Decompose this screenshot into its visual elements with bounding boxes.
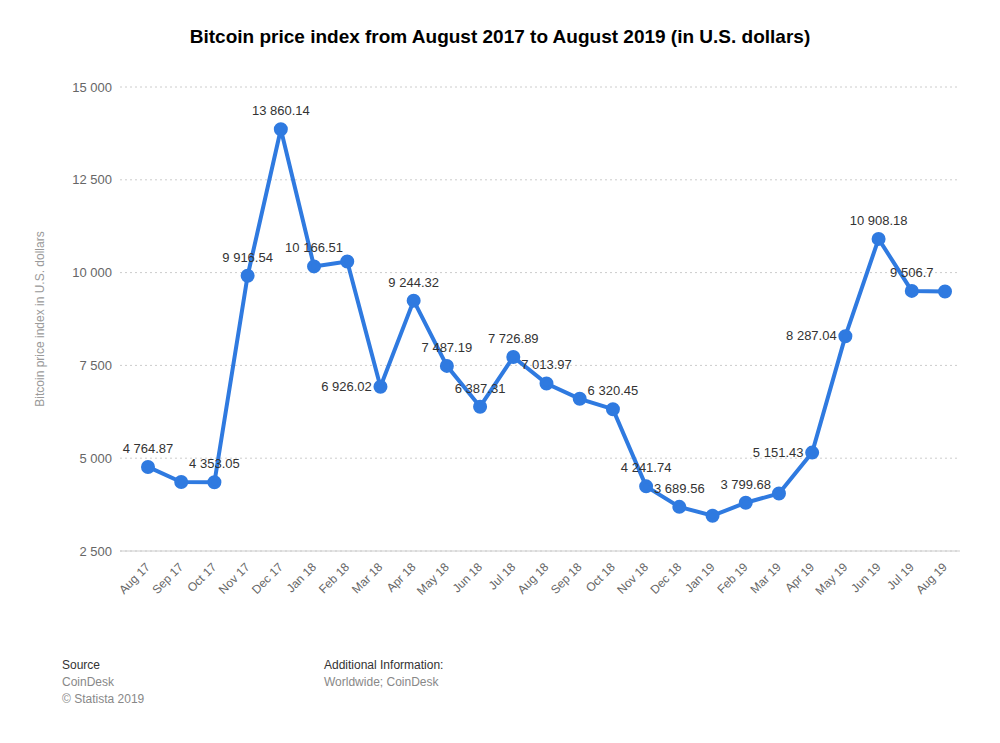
svg-text:Bitcoin price index in U.S. do: Bitcoin price index in U.S. dollars <box>33 231 47 406</box>
svg-text:3 799.68: 3 799.68 <box>720 477 771 492</box>
svg-text:Dec 17: Dec 17 <box>249 560 286 597</box>
svg-text:5 151.43: 5 151.43 <box>753 445 804 460</box>
svg-text:5 000: 5 000 <box>79 451 112 466</box>
svg-text:13 860.14: 13 860.14 <box>252 103 310 118</box>
svg-text:9 916.54: 9 916.54 <box>222 250 273 265</box>
svg-text:Apr 19: Apr 19 <box>782 560 817 595</box>
svg-text:Jan 19: Jan 19 <box>682 560 718 596</box>
html-text:Additional Information:: Additional Information: <box>324 658 444 672</box>
svg-text:4 353.05: 4 353.05 <box>189 456 240 471</box>
svg-text:9 244.32: 9 244.32 <box>388 275 439 290</box>
svg-text:9 506.7: 9 506.7 <box>890 265 933 280</box>
svg-text:6 320.45: 6 320.45 <box>588 383 639 398</box>
svg-text:7 500: 7 500 <box>79 358 112 373</box>
svg-text:Nov 17: Nov 17 <box>216 560 253 597</box>
html-text:CoinDesk: CoinDesk <box>62 675 114 689</box>
svg-text:15 000: 15 000 <box>72 80 112 95</box>
svg-text:Aug 19: Aug 19 <box>913 560 950 597</box>
svg-text:3 689.56: 3 689.56 <box>654 481 705 496</box>
svg-text:10 000: 10 000 <box>72 265 112 280</box>
svg-text:May 18: May 18 <box>414 560 452 598</box>
svg-text:2 500: 2 500 <box>79 544 112 559</box>
svg-text:Dec 18: Dec 18 <box>647 560 684 597</box>
svg-text:Aug 18: Aug 18 <box>515 560 552 597</box>
svg-text:Jul 19: Jul 19 <box>884 560 917 593</box>
svg-text:6 387.31: 6 387.31 <box>455 381 506 396</box>
svg-text:4 241.74: 4 241.74 <box>621 460 672 475</box>
svg-text:Nov 18: Nov 18 <box>614 560 651 597</box>
svg-text:Feb 18: Feb 18 <box>316 560 353 597</box>
svg-text:Mar 18: Mar 18 <box>349 560 386 597</box>
svg-text:Jan 18: Jan 18 <box>284 560 320 596</box>
html-text:© Statista 2019: © Statista 2019 <box>62 692 145 706</box>
svg-text:Sep 18: Sep 18 <box>548 560 585 597</box>
svg-text:Apr 18: Apr 18 <box>384 560 419 595</box>
html-text:Source: Source <box>62 658 100 672</box>
svg-text:6 926.02: 6 926.02 <box>321 379 372 394</box>
svg-text:12 500: 12 500 <box>72 172 112 187</box>
svg-text:8 287.04: 8 287.04 <box>786 328 837 343</box>
svg-text:Jul 18: Jul 18 <box>486 560 519 593</box>
svg-text:4 764.87: 4 764.87 <box>123 441 174 456</box>
svg-text:10 908.18: 10 908.18 <box>850 213 908 228</box>
svg-text:7 013.97: 7 013.97 <box>521 357 572 372</box>
svg-text:Jun 18: Jun 18 <box>450 560 486 596</box>
svg-text:May 19: May 19 <box>813 560 851 598</box>
svg-text:10 166.51: 10 166.51 <box>285 240 343 255</box>
svg-text:Oct 18: Oct 18 <box>583 560 618 595</box>
svg-text:Sep 17: Sep 17 <box>149 560 186 597</box>
svg-text:Mar 19: Mar 19 <box>748 560 785 597</box>
html-text:Worldwide; CoinDesk: Worldwide; CoinDesk <box>324 675 439 689</box>
svg-text:Oct 17: Oct 17 <box>184 560 219 595</box>
svg-text:Aug 17: Aug 17 <box>116 560 153 597</box>
svg-text:Feb 19: Feb 19 <box>714 560 751 597</box>
svg-text:Jun 19: Jun 19 <box>848 560 884 596</box>
html-text:Bitcoin price index from Augus: Bitcoin price index from August 2017 to … <box>189 26 811 47</box>
svg-text:7 487.19: 7 487.19 <box>422 340 473 355</box>
svg-text:7 726.89: 7 726.89 <box>488 331 539 346</box>
